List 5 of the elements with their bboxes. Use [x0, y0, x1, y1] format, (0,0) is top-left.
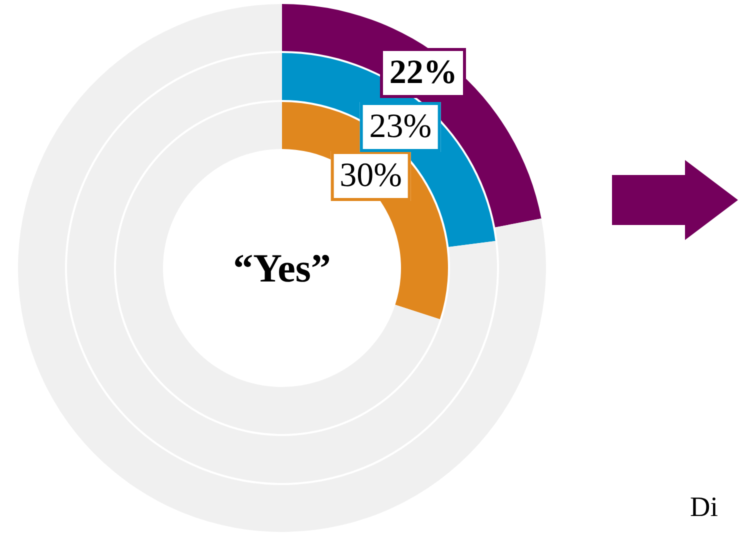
data-label: 23%: [360, 102, 441, 152]
text: “Yes”: [233, 244, 331, 292]
data-label: 30%: [330, 151, 411, 202]
data-label: 22%: [380, 48, 466, 98]
text: Di: [690, 492, 718, 524]
